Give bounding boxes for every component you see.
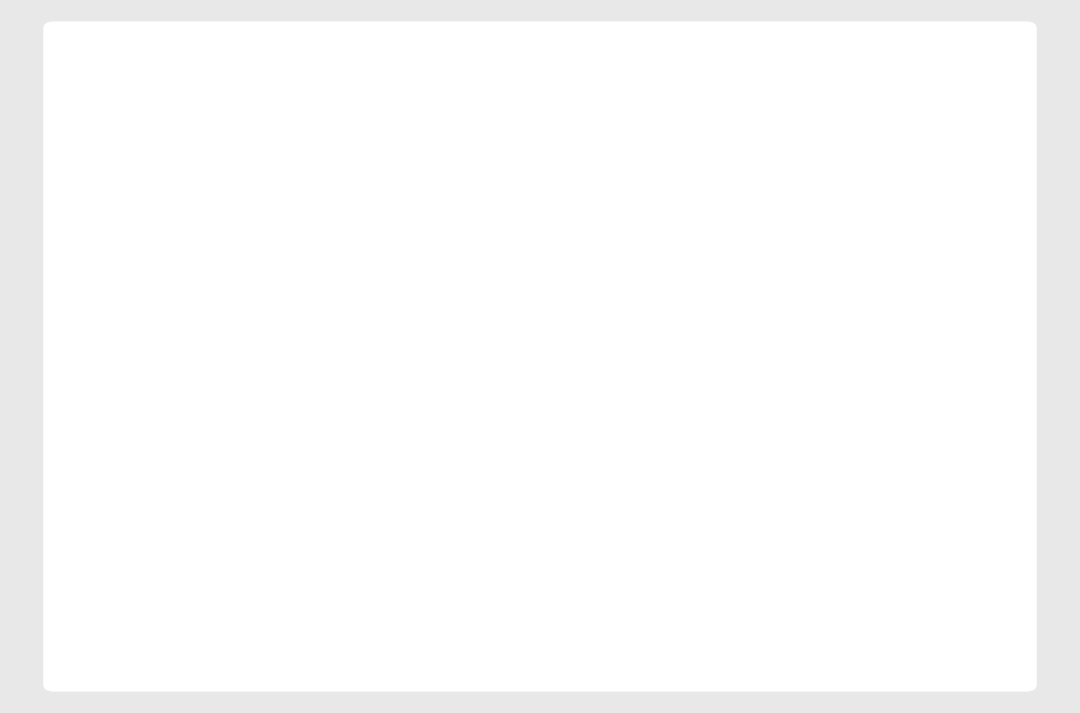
- Text: first increases and then decreases: first increases and then decreases: [352, 520, 853, 549]
- Text: when the switch is closed, the: when the switch is closed, the: [310, 146, 770, 175]
- Text: decays with time: decays with time: [604, 371, 853, 399]
- Text: response: response: [681, 207, 820, 235]
- Text: In an R-L circuit with initial current,: In an R-L circuit with initial current,: [272, 89, 808, 118]
- Text: rises with time: rises with time: [638, 446, 853, 474]
- Text: ___________: ___________: [440, 207, 608, 235]
- Text: *: *: [334, 205, 347, 230]
- Text: do not vary with time: do not vary with time: [540, 595, 853, 624]
